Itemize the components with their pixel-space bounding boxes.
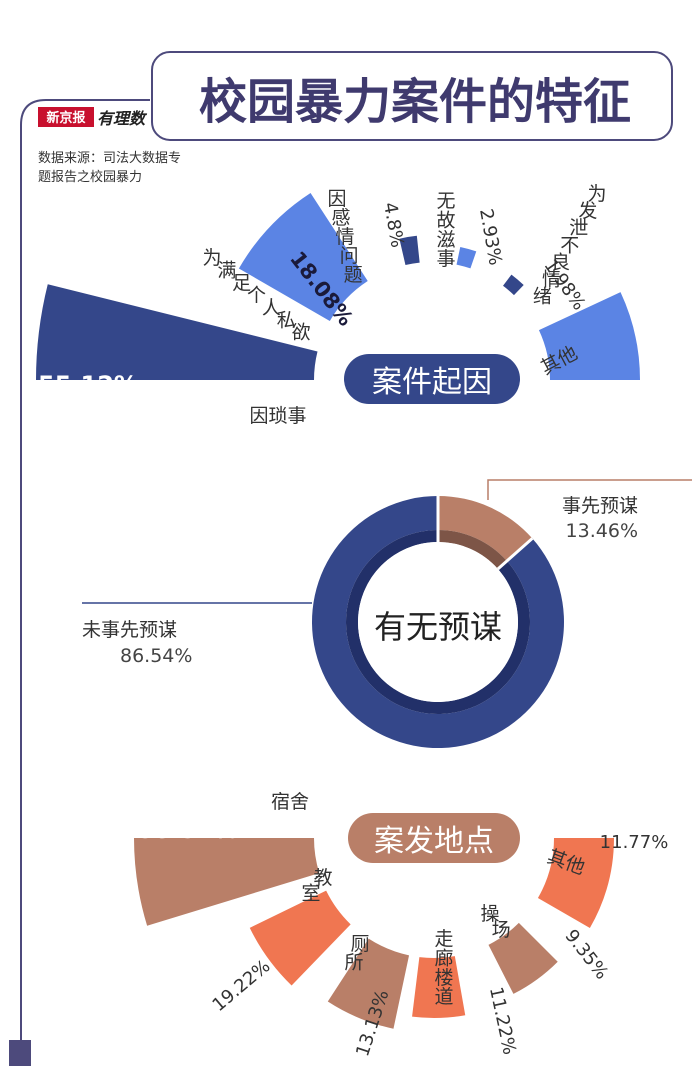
cause-category-label: 因 (327, 188, 346, 210)
donut-segment (438, 496, 533, 561)
cause-category-label: 为 (202, 247, 221, 269)
cause-bar (503, 274, 524, 296)
timeline-end-block (9, 1040, 31, 1066)
location-category-label: 厕 (350, 933, 369, 955)
logo-badge (38, 107, 94, 127)
location-category-label: 室 (302, 882, 321, 904)
causes-chart: 55.12%18.08%17.08%4.8% 2.93%1.98%因琐事为满足个人… (36, 183, 640, 427)
location-value-label: 9.35% (560, 926, 612, 984)
source-line-1: 数据来源：司法大数据专 (38, 151, 181, 166)
location-category-label: 楼 (434, 967, 453, 989)
donut-inner-ring (438, 530, 507, 569)
donut-divider (496, 537, 534, 571)
location-value-label: 11.77% (600, 832, 669, 853)
cause-category-label: 滋 (436, 229, 455, 251)
location-category-label: 廊 (434, 947, 453, 969)
cause-category-label: 问 (340, 245, 359, 267)
location-bar (327, 938, 410, 1029)
cause-bar (36, 284, 318, 380)
leader-line-premeditated (487, 479, 692, 500)
cause-category-label: 人 (262, 297, 281, 319)
cause-category-label: 题 (344, 264, 363, 286)
cause-category-label: 绪 (533, 286, 552, 308)
cause-category-label: 为 (587, 183, 606, 205)
timeline-line (20, 99, 150, 1045)
location-value-label: 11.22% (485, 985, 520, 1057)
logo-subtext: 有理数 (97, 109, 148, 128)
cause-value-label: 17.08% (550, 378, 633, 402)
location-bar (134, 838, 320, 926)
location-category-label: 场 (492, 919, 511, 941)
cause-category-label: 感 (332, 207, 351, 229)
causes-title: 案件起因 (372, 365, 492, 400)
location-category-label: 走 (434, 928, 453, 950)
cause-category-label: 因琐事 (249, 405, 306, 427)
premeditation-chart (312, 496, 564, 749)
location-bar (249, 890, 351, 986)
cause-category-label: 个 (247, 284, 266, 306)
location-bar (537, 838, 614, 928)
premeditation-title: 有无预谋 (374, 608, 502, 646)
locations-title: 案发地点 (374, 824, 494, 859)
cause-value-label: 4.8% (379, 201, 408, 250)
cause-category-label: 足 (232, 272, 251, 294)
cause-category-label: 不 (560, 234, 579, 256)
label-not-premeditated-value: 86.54% (120, 645, 192, 667)
causes-title-pill (344, 354, 520, 404)
location-category-label: 宿舍 (271, 791, 309, 813)
cause-category-label: 情 (336, 226, 355, 248)
location-category-label: 操 (480, 903, 499, 925)
locations-title-pill (348, 813, 520, 863)
location-value-label: 35.31% (138, 816, 238, 844)
cause-bar (399, 235, 420, 266)
label-premeditated-name: 事先预谋 (562, 495, 638, 517)
logo-text: 新京报 (46, 110, 86, 126)
location-bar (488, 922, 558, 994)
location-category-label: 所 (345, 951, 364, 973)
cause-category-label: 私 (277, 309, 296, 331)
cause-category-label: 泄 (569, 217, 588, 239)
label-premeditated-value: 13.46% (566, 520, 638, 542)
cause-value-label: 2.93% (475, 207, 506, 267)
title-frame (151, 51, 673, 141)
label-not-premeditated-name: 未事先预谋 (82, 619, 177, 641)
cause-category-label: 故 (436, 209, 455, 231)
cause-category-label: 发 (578, 200, 597, 222)
cause-category-label: 满 (217, 259, 236, 281)
cause-category-label: 无 (436, 190, 455, 212)
cause-bar (538, 292, 640, 380)
location-category-label: 道 (434, 986, 453, 1008)
location-value-label: 19.22% (208, 956, 274, 1016)
cause-value-label: 55.12% (38, 371, 138, 399)
cause-category-label: 欲 (292, 322, 311, 344)
donut-hole (358, 542, 518, 702)
cause-category-label: 事 (436, 248, 455, 270)
source-line-2: 题报告之校园暴力 (38, 169, 142, 185)
location-bar (412, 956, 466, 1018)
cause-bar (238, 192, 368, 321)
page-title: 校园暴力案件的特征 (199, 74, 631, 130)
location-category-label: 教 (313, 867, 332, 889)
cause-bar (456, 246, 477, 269)
cause-category-label: 良 (551, 251, 570, 273)
cause-category-label: 情 (542, 269, 561, 291)
